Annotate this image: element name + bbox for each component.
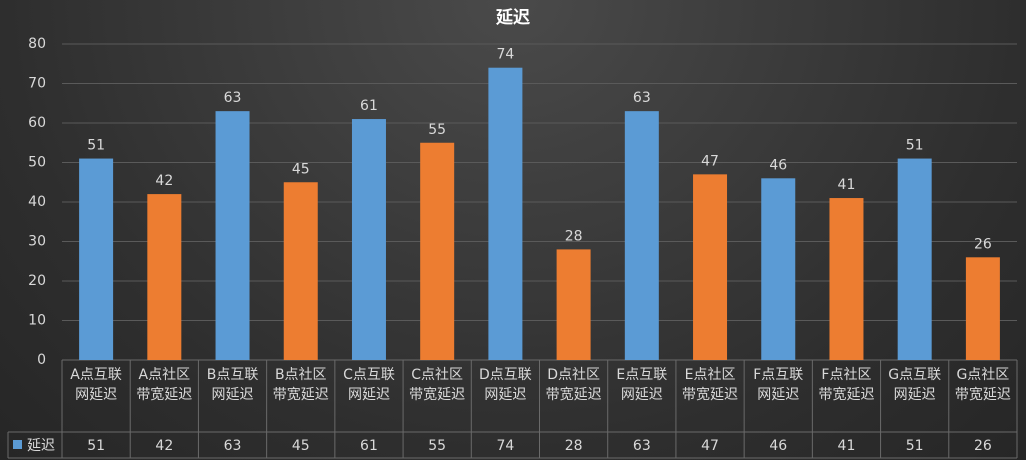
- data-label: 47: [701, 153, 719, 169]
- data-label: 74: [496, 47, 514, 63]
- bar: [215, 111, 250, 361]
- table-value: 45: [292, 438, 310, 454]
- x-tick-label: G点社区带宽延迟: [954, 367, 1011, 403]
- data-label: 63: [633, 90, 651, 106]
- x-tick-label: E点社区带宽延迟: [682, 367, 739, 403]
- bar: [761, 178, 796, 360]
- bar: [351, 119, 386, 360]
- table-value: 28: [565, 438, 583, 454]
- table-value: 51: [87, 438, 105, 454]
- table-value: 63: [224, 438, 242, 454]
- table-value: 51: [906, 438, 924, 454]
- table-value: 61: [360, 438, 378, 454]
- bar: [420, 142, 455, 360]
- x-tick-label: C点社区带宽延迟: [409, 367, 466, 403]
- table-value: 26: [974, 438, 992, 454]
- y-tick-label: 30: [28, 234, 46, 250]
- y-tick-label: 20: [28, 273, 46, 289]
- table-value: 42: [155, 438, 173, 454]
- x-tick-label: F点互联网延迟: [753, 367, 804, 403]
- x-tick-label: A点社区带宽延迟: [136, 367, 193, 403]
- table-value: 63: [633, 438, 651, 454]
- chart-title: 延迟: [495, 7, 530, 28]
- bar: [897, 158, 932, 360]
- data-label: 46: [769, 157, 787, 173]
- data-label: 61: [360, 98, 378, 114]
- y-tick-label: 70: [28, 76, 46, 92]
- y-tick-label: 10: [28, 313, 46, 329]
- legend-label: 延迟: [27, 438, 55, 454]
- y-tick-label: 80: [28, 36, 46, 52]
- table-value: 55: [428, 438, 446, 454]
- x-tick-label: E点互联网延迟: [616, 367, 668, 403]
- x-tick-label: G点互联网延迟: [888, 367, 942, 403]
- table-value: 46: [769, 438, 787, 454]
- bar: [693, 174, 728, 360]
- data-label: 63: [224, 90, 242, 106]
- x-tick-label: C点互联网延迟: [343, 367, 395, 403]
- x-tick-label: B点社区带宽延迟: [272, 367, 329, 403]
- y-tick-label: 60: [28, 115, 46, 131]
- x-tick-label: A点互联网延迟: [70, 367, 122, 403]
- legend-key: [13, 440, 22, 449]
- data-label: 26: [974, 236, 992, 252]
- x-tick-label: D点社区带宽延迟: [545, 367, 602, 403]
- bar: [965, 257, 1000, 360]
- data-label: 45: [292, 161, 310, 177]
- bar: [283, 182, 318, 360]
- bar: [488, 67, 523, 360]
- y-tick-label: 40: [28, 194, 46, 210]
- x-tick-label: F点社区带宽延迟: [818, 367, 875, 403]
- table-value: 47: [701, 438, 719, 454]
- data-label: 42: [155, 173, 173, 189]
- x-tick-label: B点互联网延迟: [206, 367, 259, 403]
- bar: [79, 158, 114, 360]
- bar: [147, 194, 182, 360]
- bar: [624, 111, 659, 361]
- bar: [556, 249, 591, 360]
- table-value: 41: [838, 438, 856, 454]
- x-tick-label: D点互联网延迟: [479, 367, 532, 403]
- y-tick-label: 50: [28, 155, 46, 171]
- data-label: 51: [906, 138, 924, 154]
- data-label: 41: [838, 177, 856, 193]
- data-label: 28: [565, 228, 583, 244]
- y-tick-label: 0: [37, 352, 46, 368]
- bar: [829, 198, 864, 360]
- table-value: 74: [496, 438, 514, 454]
- data-label: 55: [428, 122, 446, 138]
- data-label: 51: [87, 138, 105, 154]
